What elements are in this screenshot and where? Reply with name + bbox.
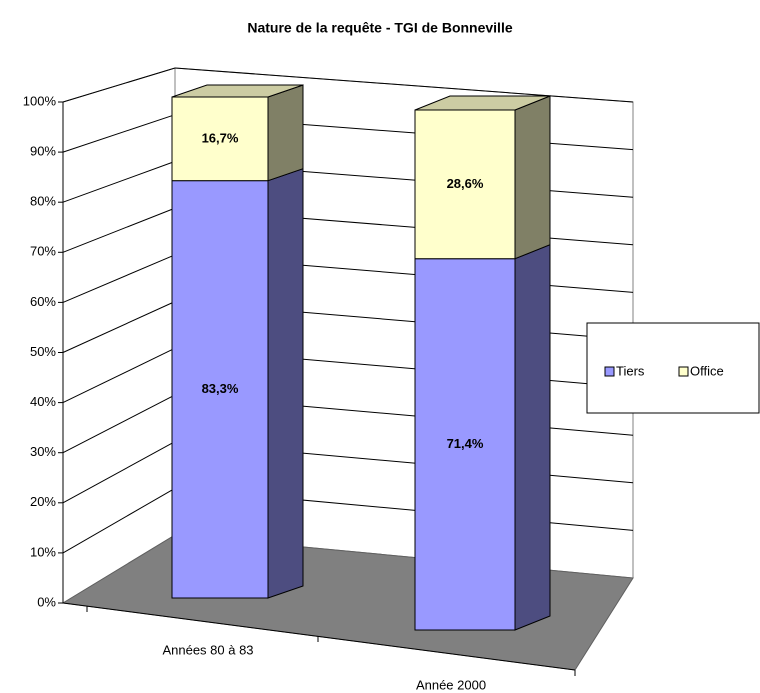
bar — [414, 258, 516, 631]
value-label: 83,3% — [202, 381, 239, 396]
x-tick-label: Années 80 à 83 — [162, 642, 253, 657]
grid-line — [62, 160, 176, 203]
grid-line — [62, 207, 176, 253]
x-tick-label: Année 2000 — [416, 677, 486, 692]
bar-side — [267, 167, 304, 599]
y-tick-label: 40% — [30, 394, 56, 409]
y-tick-label: 90% — [30, 144, 56, 159]
value-label: 71,4% — [447, 436, 484, 451]
bar-side — [514, 243, 551, 631]
y-tick-label: 30% — [30, 444, 56, 459]
y-tick-label: 80% — [30, 194, 56, 209]
value-label: 28,6% — [447, 176, 484, 191]
legend — [586, 322, 760, 414]
grid-line — [62, 347, 176, 404]
value-label: 16,7% — [202, 130, 239, 145]
legend-label: Office — [690, 363, 724, 378]
side-wall — [62, 67, 176, 604]
x-axis — [62, 602, 576, 671]
grid-line — [62, 254, 176, 303]
y-tick-label: 60% — [30, 294, 56, 309]
chart-title: Nature de la requête - TGI de Bonneville — [247, 20, 512, 36]
legend-swatch — [678, 366, 689, 377]
bar — [171, 96, 269, 182]
y-tick-label: 70% — [30, 244, 56, 259]
grid-line — [174, 67, 634, 103]
bar — [414, 109, 516, 260]
y-tick-label: 100% — [23, 93, 57, 108]
grid-line — [62, 441, 176, 504]
grid-line — [62, 301, 176, 353]
grid-line — [62, 487, 176, 554]
y-tick-label: 20% — [30, 494, 56, 509]
grid-line — [62, 114, 176, 153]
bar-side — [267, 84, 304, 182]
grid-line — [62, 67, 176, 103]
y-tick-label: 0% — [37, 594, 56, 609]
legend-swatch — [604, 366, 615, 377]
y-tick-label: 50% — [30, 344, 56, 359]
y-tick-label: 10% — [30, 544, 56, 559]
legend-label: Tiers — [616, 363, 645, 378]
bar-side — [514, 95, 551, 260]
grid-line — [62, 394, 176, 454]
